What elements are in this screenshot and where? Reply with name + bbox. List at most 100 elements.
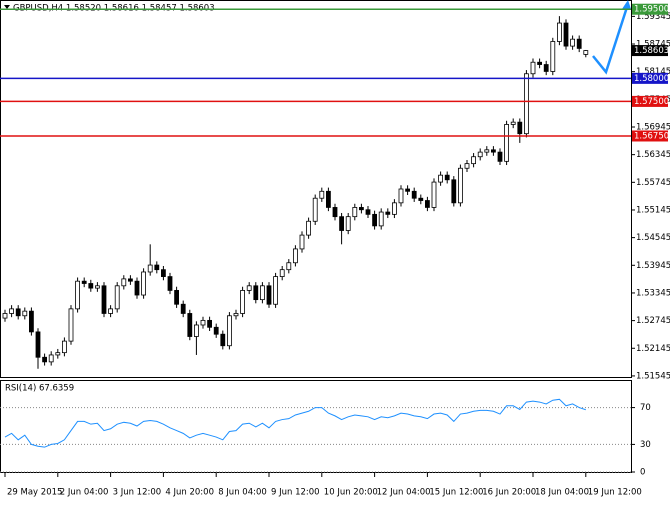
level-label: 1.57500 bbox=[634, 97, 669, 107]
candle-body bbox=[339, 216, 345, 231]
y-tick-label: 1.53345 bbox=[636, 288, 670, 298]
candle-body bbox=[42, 356, 47, 363]
candle-body bbox=[431, 181, 437, 208]
candle-body bbox=[438, 174, 444, 183]
level-label-box bbox=[632, 130, 668, 142]
menu-triangle bbox=[4, 5, 10, 9]
candle-body bbox=[220, 333, 226, 347]
candle-body bbox=[240, 290, 246, 314]
candle-body bbox=[75, 280, 80, 310]
candle-body bbox=[141, 271, 147, 296]
y-tick-label: 1.51545 bbox=[636, 371, 670, 381]
candle-body bbox=[524, 73, 529, 135]
candle-body bbox=[345, 216, 351, 231]
candle-body bbox=[543, 64, 549, 72]
candle-body bbox=[405, 188, 411, 192]
x-tick-label: 10 Jun 20:00 bbox=[324, 488, 378, 498]
candle-body bbox=[246, 285, 252, 291]
y-tick-label: 0 bbox=[640, 468, 645, 478]
candle-body bbox=[108, 308, 113, 314]
y-tick-label: 1.58745 bbox=[636, 40, 670, 50]
x-tick-label: 12 Jun 04:00 bbox=[377, 488, 431, 498]
candle-body bbox=[28, 310, 34, 333]
candle-body bbox=[279, 269, 285, 277]
candle-body bbox=[385, 211, 391, 215]
y-tick-label: 30 bbox=[640, 440, 651, 450]
candle-body bbox=[325, 190, 331, 208]
x-tick-label: 4 Jun 20:00 bbox=[165, 488, 214, 498]
candle-body bbox=[457, 167, 463, 204]
candle-body bbox=[95, 285, 100, 289]
candle-body bbox=[530, 61, 536, 75]
candle-body bbox=[563, 22, 569, 47]
candle-body bbox=[253, 285, 259, 301]
candle-body bbox=[266, 285, 272, 305]
candle-body bbox=[451, 179, 457, 204]
candle-body bbox=[332, 207, 338, 218]
candle-body bbox=[213, 326, 219, 335]
candle-body bbox=[187, 313, 193, 337]
x-tick-label: 18 Jun 04:00 bbox=[535, 488, 589, 498]
y-tick-label: 1.55745 bbox=[636, 178, 670, 188]
y-tick-label: 70 bbox=[640, 403, 651, 413]
level-label-box bbox=[632, 95, 668, 107]
candle-body bbox=[233, 313, 239, 317]
x-tick-label: 29 May 2015 bbox=[7, 488, 62, 498]
candle-body bbox=[372, 213, 378, 227]
candle-body bbox=[286, 262, 292, 271]
candle-body bbox=[114, 285, 120, 310]
arrow-head bbox=[622, 0, 631, 9]
candle-body bbox=[299, 234, 305, 250]
candle-body bbox=[55, 352, 61, 356]
level-label-box bbox=[632, 72, 668, 84]
level-label: 1.56750 bbox=[634, 131, 669, 141]
candle-body bbox=[411, 190, 417, 199]
candle-body bbox=[167, 276, 173, 291]
candle-body bbox=[550, 41, 556, 72]
candle-body bbox=[510, 121, 516, 125]
candle-body bbox=[88, 283, 94, 289]
candle-body bbox=[9, 308, 15, 314]
price-panel bbox=[0, 0, 632, 378]
candle-body bbox=[154, 264, 160, 271]
y-tick-label: 1.55145 bbox=[636, 205, 670, 215]
candle-body bbox=[193, 324, 199, 337]
candle-body bbox=[22, 310, 28, 317]
candle-body bbox=[537, 61, 542, 65]
candle-body bbox=[127, 278, 133, 282]
y-tick-label: 1.56345 bbox=[636, 150, 670, 160]
candle-body bbox=[180, 303, 186, 314]
candle-body bbox=[35, 331, 41, 358]
candle-body bbox=[48, 354, 54, 363]
candle-body bbox=[424, 200, 430, 208]
candle-body bbox=[306, 220, 312, 236]
y-tick-label: 1.56945 bbox=[636, 122, 670, 132]
candle-body bbox=[319, 190, 325, 199]
candle-body bbox=[174, 290, 180, 305]
candle-body bbox=[259, 285, 265, 301]
x-tick-label: 9 Jun 12:00 bbox=[271, 488, 320, 498]
candle-body bbox=[134, 280, 140, 296]
candle-body bbox=[504, 124, 510, 162]
candle-body bbox=[352, 207, 358, 218]
y-tick-label: 1.52145 bbox=[636, 344, 670, 354]
candle-body bbox=[471, 156, 477, 165]
forecast-arrow bbox=[592, 3, 630, 75]
candle-body bbox=[200, 319, 206, 326]
candle-body bbox=[464, 163, 470, 169]
candle-body bbox=[62, 340, 67, 354]
candle-body bbox=[160, 269, 166, 277]
candle-body bbox=[226, 315, 232, 347]
rsi-title: RSI(14) 67.6359 bbox=[5, 384, 74, 394]
x-tick-label: 15 Jun 12:00 bbox=[429, 488, 483, 498]
candle-body bbox=[557, 22, 562, 42]
candle-body bbox=[398, 188, 404, 204]
candle-body bbox=[418, 197, 424, 201]
candle-body bbox=[81, 280, 87, 284]
candle-body bbox=[477, 151, 483, 158]
candle-body bbox=[576, 38, 582, 49]
candle-body bbox=[497, 151, 503, 162]
x-tick-label: 2 Jun 04:00 bbox=[60, 488, 109, 498]
candle-body bbox=[484, 149, 490, 153]
